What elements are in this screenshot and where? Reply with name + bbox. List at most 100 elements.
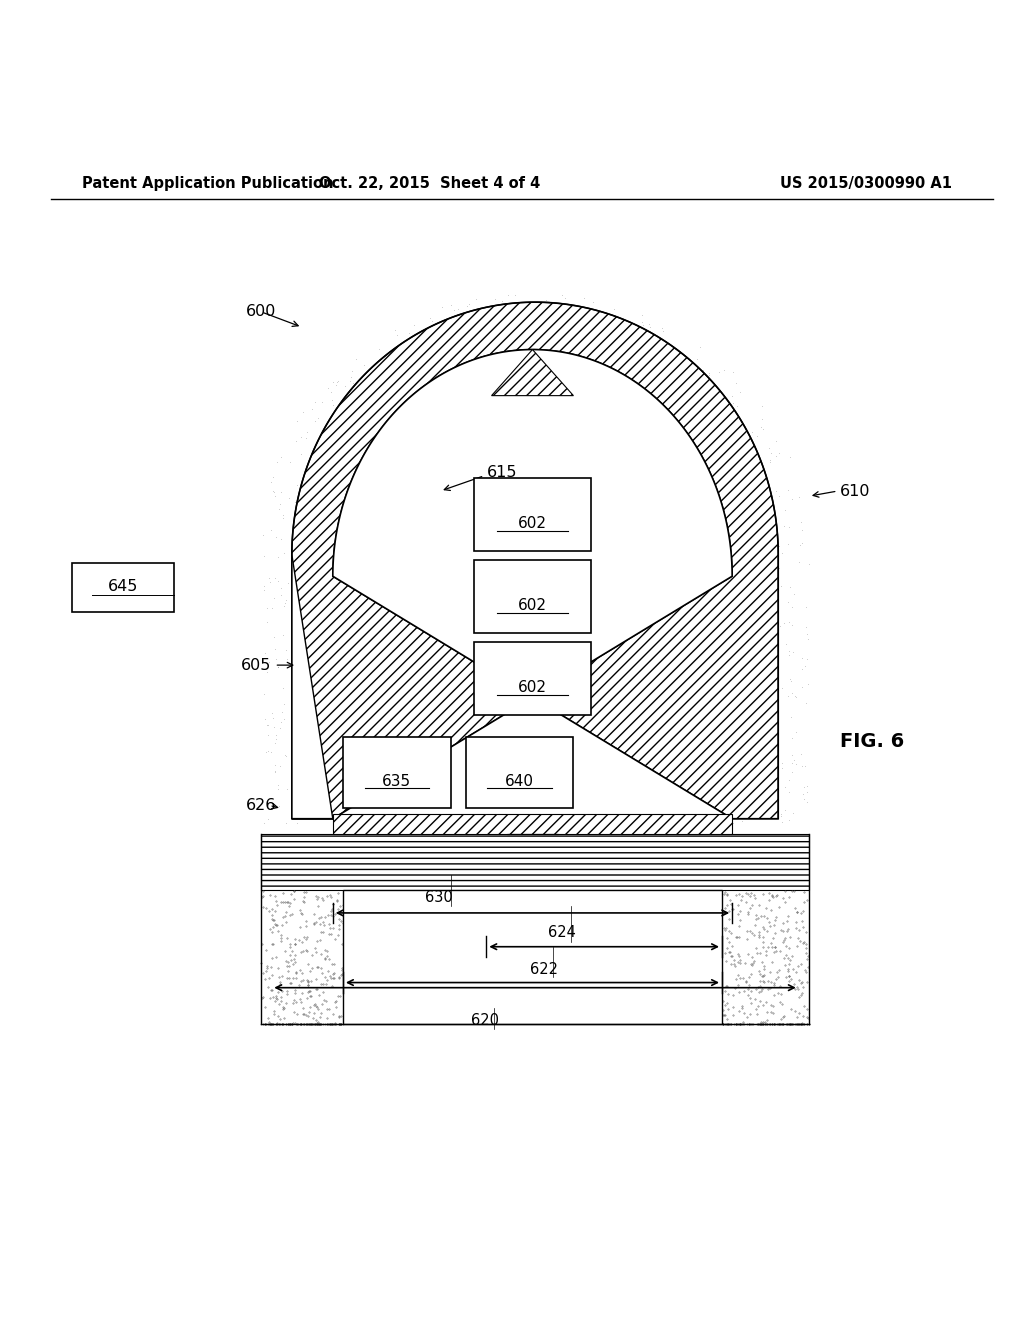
Point	[670, 686, 686, 708]
Point	[300, 576, 316, 597]
Point	[391, 804, 408, 825]
Point	[620, 451, 636, 473]
Point	[439, 735, 456, 756]
Polygon shape	[333, 350, 732, 818]
Point	[698, 808, 715, 829]
Point	[303, 779, 319, 800]
Point	[537, 335, 553, 356]
Point	[759, 1001, 775, 1022]
Point	[376, 408, 392, 429]
Point	[361, 428, 378, 449]
Point	[385, 739, 401, 760]
Point	[793, 903, 809, 924]
Point	[727, 956, 743, 977]
Point	[393, 783, 410, 804]
Point	[315, 981, 332, 1002]
Point	[305, 576, 322, 597]
Point	[568, 539, 585, 560]
Point	[478, 565, 495, 586]
Point	[286, 880, 302, 902]
Point	[286, 614, 302, 635]
Point	[446, 747, 463, 768]
Point	[317, 527, 334, 548]
Point	[308, 1012, 325, 1034]
Point	[542, 325, 558, 346]
Point	[794, 982, 810, 1003]
Point	[654, 726, 671, 747]
Point	[301, 453, 317, 474]
Point	[281, 1012, 297, 1034]
Point	[401, 478, 418, 499]
Point	[784, 615, 801, 636]
Point	[272, 1012, 289, 1034]
Point	[260, 977, 276, 998]
Point	[430, 634, 446, 655]
Point	[663, 651, 679, 672]
Point	[302, 986, 318, 1007]
Point	[613, 354, 630, 375]
Point	[557, 631, 573, 652]
Point	[506, 413, 522, 434]
Point	[478, 626, 495, 647]
Point	[691, 644, 708, 665]
Point	[715, 999, 731, 1020]
Point	[777, 954, 794, 975]
Point	[615, 615, 632, 636]
Point	[450, 552, 466, 573]
Point	[276, 940, 293, 961]
Point	[534, 400, 550, 421]
Point	[329, 422, 345, 444]
Point	[765, 717, 781, 738]
Point	[741, 704, 758, 725]
Point	[730, 741, 746, 762]
Point	[501, 750, 517, 771]
Point	[428, 813, 444, 834]
Bar	[473, 642, 592, 715]
Point	[786, 978, 803, 999]
Point	[566, 535, 583, 556]
Point	[732, 1012, 749, 1034]
Point	[384, 593, 400, 614]
Point	[308, 668, 325, 689]
Point	[461, 293, 477, 314]
Point	[755, 995, 771, 1016]
Point	[268, 1012, 285, 1034]
Text: Patent Application Publication: Patent Application Publication	[82, 177, 334, 191]
Point	[328, 1012, 344, 1034]
Point	[419, 383, 435, 404]
Point	[549, 587, 565, 609]
Point	[634, 601, 650, 622]
Point	[298, 940, 314, 961]
Point	[755, 970, 771, 991]
Point	[721, 902, 737, 923]
Point	[586, 405, 602, 426]
Point	[297, 719, 313, 741]
Point	[395, 490, 412, 511]
Point	[611, 709, 628, 730]
Point	[296, 892, 312, 913]
Point	[775, 516, 792, 537]
Point	[359, 725, 376, 746]
Point	[750, 516, 766, 537]
Point	[293, 597, 309, 618]
Point	[722, 407, 738, 428]
Point	[730, 665, 746, 686]
Point	[318, 478, 335, 499]
Point	[329, 685, 345, 706]
Point	[558, 737, 574, 758]
Point	[572, 768, 589, 789]
Point	[758, 619, 774, 640]
Point	[472, 301, 488, 322]
Point	[519, 734, 536, 755]
Point	[727, 711, 743, 733]
Point	[604, 502, 621, 523]
Point	[592, 710, 608, 731]
Point	[444, 731, 461, 752]
Point	[321, 913, 337, 935]
Point	[521, 334, 538, 355]
Point	[329, 375, 345, 396]
Point	[800, 956, 816, 977]
Point	[560, 450, 577, 471]
Point	[365, 503, 381, 524]
Point	[750, 611, 766, 632]
